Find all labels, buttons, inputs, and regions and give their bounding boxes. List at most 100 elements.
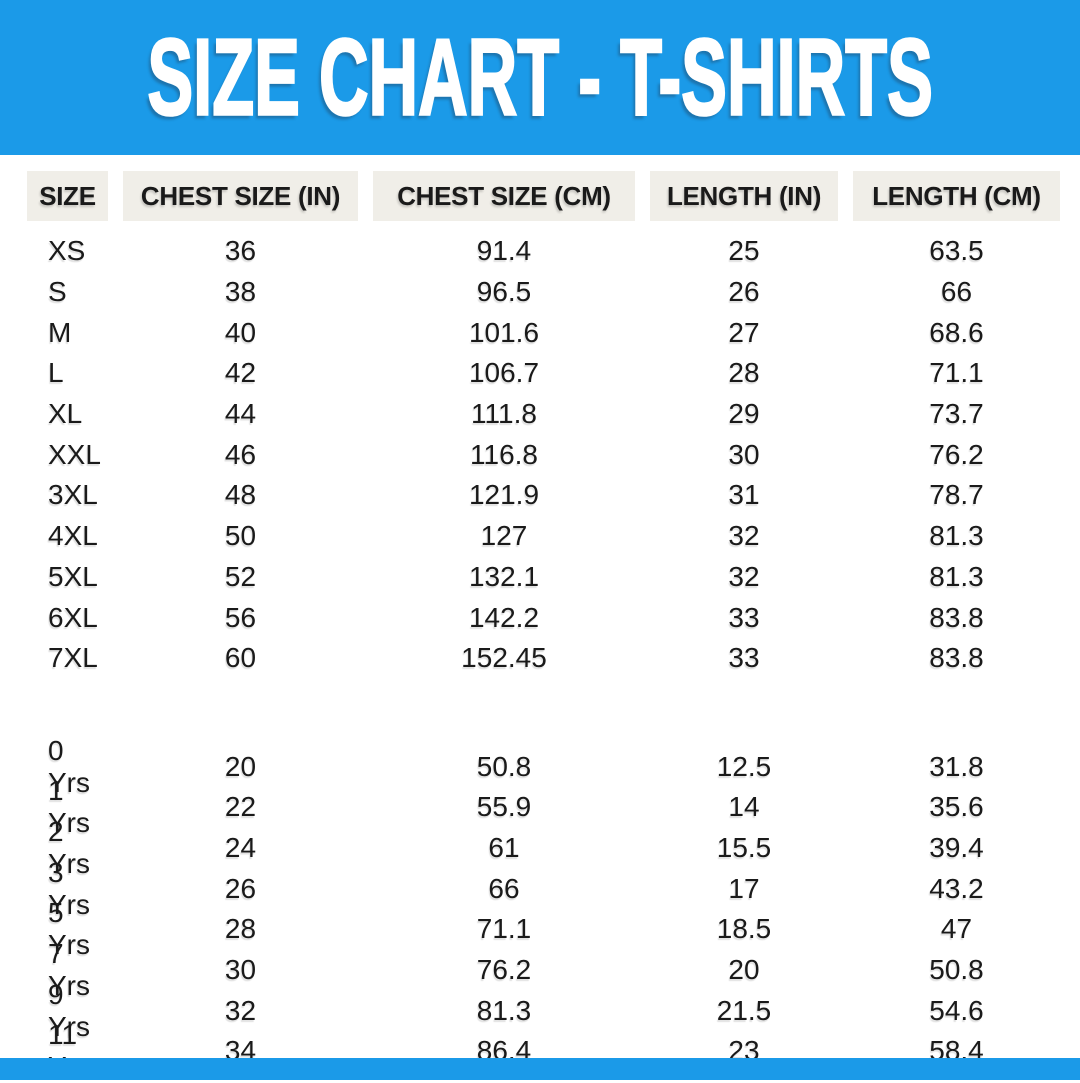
value-cell: 76.2: [476, 954, 532, 985]
value-cell: 63.5: [929, 235, 984, 267]
size-label-cell: 6XL: [48, 601, 98, 633]
size-label-cell: 2 Yrs: [48, 815, 90, 879]
table-row: 7 Yrs 30 76.2 20 50.8: [0, 938, 1080, 1001]
table-row: 0 Yrs 20 50.8 12.5 31.8: [0, 735, 1080, 798]
table-row: S 38 96.5 26 66: [0, 272, 1080, 313]
size-label-cell: M: [48, 316, 72, 348]
column-header-chest-cm: CHEST SIZE (CM): [373, 171, 635, 221]
value-cell: 25: [728, 235, 760, 267]
value-cell: 50.8: [476, 750, 532, 782]
value-cell: 18.5: [716, 913, 772, 945]
value-cell: 81.3: [476, 994, 532, 1026]
value-cell: 44: [224, 398, 257, 430]
value-cell: 91.4: [476, 235, 532, 267]
value-cell: 68.6: [929, 316, 984, 348]
value-cell: 14: [728, 791, 760, 823]
value-cell: 40: [224, 316, 257, 348]
value-cell: 27: [728, 316, 760, 348]
value-cell: 101.6: [468, 316, 540, 348]
value-cell: 26: [224, 872, 257, 904]
table-row: XXL 46 116.8 30 76.2: [0, 434, 1080, 475]
column-header-length-in: LENGTH (IN): [650, 171, 838, 221]
value-cell: 26: [728, 276, 760, 308]
value-cell: 71.1: [476, 913, 532, 945]
page-title: SIZE CHART - T-SHIRTS: [146, 17, 933, 138]
table-row: 4XL 50 127 32 81.3: [0, 516, 1080, 557]
value-cell: 127: [480, 520, 528, 552]
value-cell: 73.7: [929, 398, 984, 430]
table-header-row: SIZE CHEST SIZE (IN) CHEST SIZE (CM) LEN…: [0, 171, 1080, 221]
value-cell: 30: [728, 438, 760, 470]
size-label-cell: 9 Yrs: [48, 978, 90, 1042]
value-cell: 106.7: [468, 357, 540, 389]
value-cell: 116.8: [470, 438, 538, 470]
value-cell: 152.45: [461, 642, 547, 674]
table-row: L 42 106.7 28 71.1: [0, 353, 1080, 394]
size-label-cell: S: [48, 276, 67, 308]
value-cell: 54.6: [929, 994, 984, 1026]
table-row: 5 Yrs 28 71.1 18.5 47: [0, 897, 1080, 960]
value-cell: 35.6: [929, 791, 984, 823]
table-row: 5XL 52 132.1 32 81.3: [0, 557, 1080, 598]
value-cell: 31: [728, 479, 760, 511]
value-cell: 21.5: [716, 994, 772, 1026]
value-cell: 33: [728, 642, 760, 674]
value-cell: 83.8: [929, 642, 984, 674]
size-label-cell: 7XL: [48, 642, 98, 674]
value-cell: 81.3: [929, 520, 984, 552]
section-gap: [0, 679, 1080, 725]
value-cell: 28: [224, 913, 257, 945]
table-row: XS 36 91.4 25 63.5: [0, 231, 1080, 272]
table-row: 2 Yrs 24 61 15.5 39.4: [0, 816, 1080, 879]
footer-strip: [0, 1058, 1080, 1080]
value-cell: 28: [728, 357, 760, 389]
size-label-cell: 5 Yrs: [48, 897, 90, 961]
value-cell: 38: [224, 276, 257, 308]
adult-rows-section: XS 36 91.4 25 63.5 S 38 96.5 26 66 M 40 101.6 27 68.6 L…: [0, 231, 1080, 679]
value-cell: 60: [224, 642, 257, 674]
value-cell: 29: [728, 398, 760, 430]
value-cell: 32: [728, 520, 760, 552]
value-cell: 43.2: [929, 872, 984, 904]
value-cell: 20: [728, 954, 760, 985]
value-cell: 78.7: [929, 479, 984, 511]
size-label-cell: XL: [48, 398, 83, 430]
table-row: M 40 101.6 27 68.6: [0, 312, 1080, 353]
table-row: 6XL 56 142.2 33 83.8: [0, 597, 1080, 638]
value-cell: 36: [224, 235, 257, 267]
size-label-cell: L: [48, 357, 64, 389]
column-header-length-cm: LENGTH (CM): [853, 171, 1060, 221]
column-header-chest-in: CHEST SIZE (IN): [123, 171, 358, 221]
value-cell: 50: [224, 520, 257, 552]
value-cell: 66: [488, 872, 520, 904]
value-cell: 15.5: [716, 831, 772, 863]
table-row: 3 Yrs 26 66 17 43.2: [0, 857, 1080, 920]
size-label-cell: XXL: [48, 438, 101, 470]
value-cell: 55.9: [476, 791, 532, 823]
size-label-cell: 0 Yrs: [48, 734, 90, 798]
value-cell: 32: [224, 994, 257, 1026]
value-cell: 22: [224, 791, 257, 823]
column-header-size: SIZE: [27, 171, 108, 221]
table-row: 3XL 48 121.9 31 78.7: [0, 475, 1080, 516]
value-cell: 71.1: [929, 357, 984, 389]
value-cell: 111.8: [471, 398, 537, 430]
value-cell: 47: [940, 913, 973, 945]
table-row: 7XL 60 152.45 33 83.8: [0, 638, 1080, 679]
value-cell: 83.8: [929, 601, 984, 633]
size-label-cell: 5XL: [48, 560, 98, 592]
value-cell: 24: [224, 831, 257, 863]
size-label-cell: 3 Yrs: [48, 856, 90, 920]
size-label-cell: 7 Yrs: [48, 938, 90, 1001]
value-cell: 48: [224, 479, 257, 511]
value-cell: 46: [224, 438, 257, 470]
value-cell: 66: [940, 276, 973, 308]
value-cell: 121.9: [468, 479, 540, 511]
size-chart-table: SIZE CHEST SIZE (IN) CHEST SIZE (CM) LEN…: [0, 171, 1080, 1082]
size-label-cell: XS: [48, 235, 86, 267]
title-banner: SIZE CHART - T-SHIRTS: [0, 0, 1080, 155]
table-row: 1 Yrs 22 55.9 14 35.6: [0, 775, 1080, 838]
value-cell: 52: [224, 560, 257, 592]
value-cell: 32: [728, 560, 760, 592]
